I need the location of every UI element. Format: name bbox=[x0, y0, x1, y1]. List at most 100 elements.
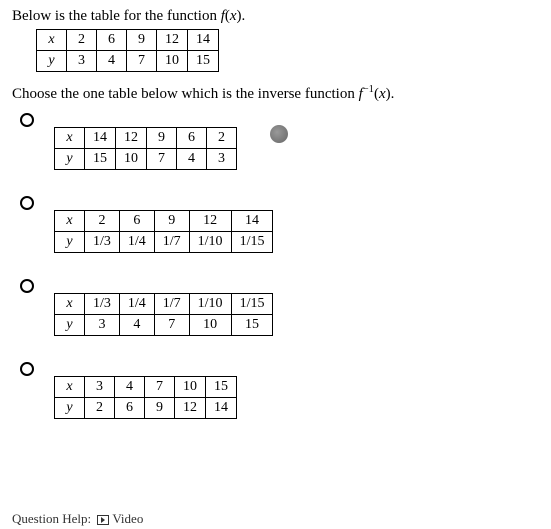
choose-prefix: Choose the one table below which is the … bbox=[12, 86, 359, 102]
cell: 15 bbox=[188, 51, 219, 72]
table-row: y 3 4 7 10 15 bbox=[37, 51, 219, 72]
cell: 3 bbox=[85, 315, 120, 336]
table-row: x3471015 bbox=[55, 377, 237, 398]
radio-button[interactable] bbox=[20, 113, 34, 127]
cell: 10 bbox=[189, 315, 231, 336]
intro-fn: f(x) bbox=[221, 8, 242, 24]
choice-option[interactable]: x1412962y1510743 bbox=[12, 107, 539, 182]
cell: 12 bbox=[157, 30, 188, 51]
choice-option[interactable]: x1/31/41/71/101/15y3471015 bbox=[12, 273, 539, 348]
row-label: x bbox=[37, 30, 67, 51]
cell: 7 bbox=[154, 315, 189, 336]
row-label: y bbox=[55, 315, 85, 336]
row-label: x bbox=[55, 377, 85, 398]
cell: 7 bbox=[147, 149, 177, 170]
row-label: y bbox=[37, 51, 67, 72]
row-label: x bbox=[55, 211, 85, 232]
cell: 1/4 bbox=[119, 232, 154, 253]
choices-group: x1412962y1510743x2691214y1/31/41/71/101/… bbox=[12, 107, 539, 431]
cell: 4 bbox=[177, 149, 207, 170]
radio-button[interactable] bbox=[20, 279, 34, 293]
radio-button[interactable] bbox=[20, 362, 34, 376]
table-row: x1412962 bbox=[55, 128, 237, 149]
radio-button[interactable] bbox=[20, 196, 34, 210]
cell: 9 bbox=[145, 398, 175, 419]
cell: 3 bbox=[67, 51, 97, 72]
cell: 1/4 bbox=[119, 294, 154, 315]
cell: 15 bbox=[85, 149, 116, 170]
given-table: x 2 6 9 12 14 y 3 4 7 10 15 bbox=[36, 29, 219, 72]
choose-text: Choose the one table below which is the … bbox=[12, 84, 539, 103]
option-table: x2691214y1/31/41/71/101/15 bbox=[54, 210, 273, 253]
video-link[interactable]: Video bbox=[112, 511, 143, 526]
row-label: x bbox=[55, 294, 85, 315]
cell: 10 bbox=[116, 149, 147, 170]
intro-prefix: Below is the table for the function bbox=[12, 8, 221, 24]
cell: 3 bbox=[85, 377, 115, 398]
cell: 7 bbox=[145, 377, 175, 398]
cell: 12 bbox=[175, 398, 206, 419]
cell: 9 bbox=[127, 30, 157, 51]
cell: 1/15 bbox=[231, 294, 273, 315]
row-label: y bbox=[55, 149, 85, 170]
choice-content: x1412962y1510743 bbox=[54, 107, 237, 182]
choice-content: x1/31/41/71/101/15y3471015 bbox=[54, 273, 273, 348]
cell: 3 bbox=[207, 149, 237, 170]
table-row: x 2 6 9 12 14 bbox=[37, 30, 219, 51]
table-row: y1510743 bbox=[55, 149, 237, 170]
row-label: y bbox=[55, 398, 85, 419]
intro-suffix: . bbox=[242, 8, 246, 24]
cell: 6 bbox=[115, 398, 145, 419]
cell: 9 bbox=[154, 211, 189, 232]
cell: 1/3 bbox=[85, 294, 120, 315]
cell: 6 bbox=[177, 128, 207, 149]
cell: 1/3 bbox=[85, 232, 120, 253]
question-help: Question Help: Video bbox=[12, 511, 143, 527]
cell: 14 bbox=[188, 30, 219, 51]
option-table: x1/31/41/71/101/15y3471015 bbox=[54, 293, 273, 336]
option-table: x1412962y1510743 bbox=[54, 127, 237, 170]
cell: 12 bbox=[116, 128, 147, 149]
table-row: x2691214 bbox=[55, 211, 273, 232]
cell: 6 bbox=[119, 211, 154, 232]
video-icon bbox=[97, 515, 109, 525]
decorative-dot bbox=[270, 125, 288, 143]
cell: 14 bbox=[206, 398, 237, 419]
cell: 7 bbox=[127, 51, 157, 72]
cell: 12 bbox=[189, 211, 231, 232]
row-label: y bbox=[55, 232, 85, 253]
cell: 14 bbox=[231, 211, 273, 232]
intro-text: Below is the table for the function f(x)… bbox=[12, 8, 539, 25]
cell: 6 bbox=[97, 30, 127, 51]
cell: 1/10 bbox=[189, 232, 231, 253]
row-label: x bbox=[55, 128, 85, 149]
cell: 2 bbox=[207, 128, 237, 149]
cell: 10 bbox=[175, 377, 206, 398]
cell: 10 bbox=[157, 51, 188, 72]
cell: 4 bbox=[115, 377, 145, 398]
cell: 1/15 bbox=[231, 232, 273, 253]
choose-fn: f−1(x) bbox=[359, 86, 391, 102]
choice-option[interactable]: x3471015y2691214 bbox=[12, 356, 539, 431]
choice-content: x2691214y1/31/41/71/101/15 bbox=[54, 190, 273, 265]
choice-content: x3471015y2691214 bbox=[54, 356, 237, 431]
option-table: x3471015y2691214 bbox=[54, 376, 237, 419]
cell: 4 bbox=[119, 315, 154, 336]
table-row: x1/31/41/71/101/15 bbox=[55, 294, 273, 315]
cell: 1/7 bbox=[154, 294, 189, 315]
cell: 9 bbox=[147, 128, 177, 149]
cell: 2 bbox=[85, 398, 115, 419]
cell: 1/10 bbox=[189, 294, 231, 315]
cell: 4 bbox=[97, 51, 127, 72]
cell: 15 bbox=[206, 377, 237, 398]
choice-option[interactable]: x2691214y1/31/41/71/101/15 bbox=[12, 190, 539, 265]
help-label: Question Help: bbox=[12, 511, 91, 526]
table-row: y2691214 bbox=[55, 398, 237, 419]
cell: 15 bbox=[231, 315, 273, 336]
table-row: y3471015 bbox=[55, 315, 273, 336]
cell: 1/7 bbox=[154, 232, 189, 253]
choose-suffix: . bbox=[391, 86, 395, 102]
cell: 2 bbox=[85, 211, 120, 232]
cell: 2 bbox=[67, 30, 97, 51]
table-row: y1/31/41/71/101/15 bbox=[55, 232, 273, 253]
